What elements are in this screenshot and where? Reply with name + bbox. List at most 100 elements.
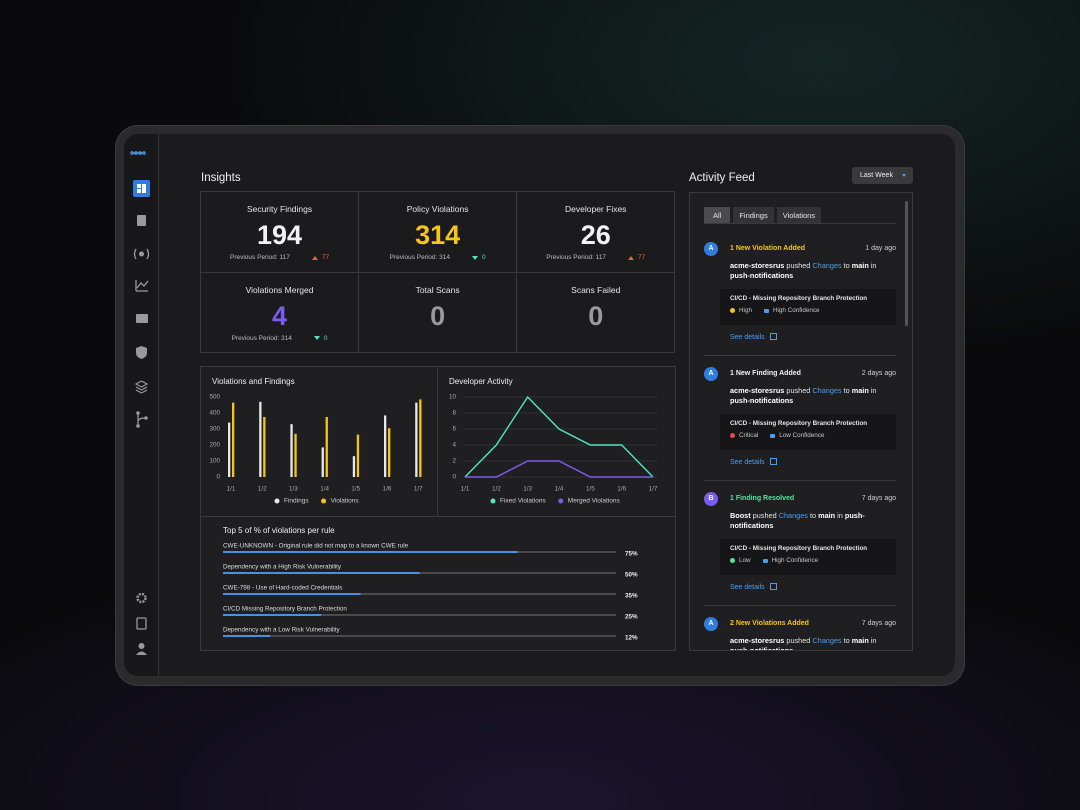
stat-change: 0 <box>313 335 328 342</box>
feed-item: B 1 Finding Resolved 7 days ago Boost pushe… <box>704 492 896 602</box>
period-dropdown[interactable]: Last Week <box>852 167 913 184</box>
stat-card: Policy Violations 314 Previous Period: 314… <box>359 192 518 273</box>
scrollbar[interactable] <box>905 201 908 326</box>
message-part: main <box>818 511 836 520</box>
message-part: push-notifications <box>730 270 794 280</box>
previous-period: Previous Period: 117 <box>546 254 607 261</box>
message-part: to <box>809 511 817 520</box>
stat-change: 77 <box>311 254 330 261</box>
nav-profile[interactable] <box>138 643 145 649</box>
nav-settings[interactable] <box>136 592 147 604</box>
change-value: 77 <box>321 254 330 261</box>
avatar: A <box>704 367 718 381</box>
stat-card: Developer Fixes 26 Previous Period: 117 77 <box>517 192 676 273</box>
item-title: 1 New Violation Added <box>730 245 806 252</box>
icon-part <box>136 651 147 655</box>
chart-panel <box>200 516 676 651</box>
message-part[interactable]: Changes <box>812 386 842 395</box>
message-part: in <box>870 636 877 645</box>
message-part: main <box>851 386 869 395</box>
icon-part <box>136 411 140 415</box>
item-time: 7 days ago <box>861 495 896 502</box>
feed-panel: All Findings Violations A 1 New Violation A… <box>689 192 913 651</box>
message-part: in <box>870 261 877 270</box>
item-time: 2 days ago <box>861 370 896 377</box>
item-title: 1 New Finding Added <box>730 370 801 377</box>
trend-arrow <box>313 336 320 340</box>
stat-previous: Previous Period: 314 0 <box>359 254 516 261</box>
external-icon <box>769 583 777 590</box>
rule-box: CI/CD - Missing Repository Branch Protec… <box>720 414 896 450</box>
tab[interactable]: All <box>704 207 731 224</box>
message-part[interactable]: Changes <box>812 261 842 270</box>
message-part: main <box>851 636 869 645</box>
stat-card: Total Scans 0 <box>359 272 518 353</box>
stat-label: Scans Failed <box>571 284 621 295</box>
avatar: B <box>704 492 718 506</box>
nav-reports[interactable] <box>137 215 146 226</box>
rule-box: CI/CD - Missing Repository Branch Protec… <box>720 539 896 575</box>
stat-label: Violations Merged <box>245 284 314 295</box>
divider <box>704 605 896 606</box>
stat-value: 26 <box>580 220 611 250</box>
dropdown-label: Last Week <box>860 172 893 179</box>
divider <box>704 480 896 481</box>
message-part: to <box>843 261 850 270</box>
icon-part <box>142 184 146 193</box>
confidence-icon <box>762 558 768 563</box>
sidebar-icons <box>130 151 150 655</box>
nav-docs[interactable] <box>136 617 147 630</box>
logo[interactable] <box>130 151 146 155</box>
severity-dot <box>730 308 735 313</box>
stat-previous: Previous Period: 117 77 <box>201 254 358 261</box>
nav-security[interactable] <box>136 346 147 359</box>
trend-arrow <box>311 255 318 260</box>
item-message: Boost pushed Changes to main in push-not… <box>730 511 890 530</box>
previous-period: Previous Period: 117 <box>230 254 290 261</box>
tab[interactable]: Findings <box>733 207 774 224</box>
nav-dashboard[interactable] <box>133 180 150 197</box>
message-part: to <box>843 636 850 645</box>
item-message: acme-storesrus pushed Changes to main in… <box>730 261 890 280</box>
nav-signals[interactable] <box>139 251 144 257</box>
message-part: to <box>843 386 850 395</box>
stat-label: Security Findings <box>246 204 313 214</box>
avatar: A <box>704 617 718 631</box>
nav-analytics[interactable] <box>135 280 149 292</box>
message-part: acme-storesrus <box>730 386 785 395</box>
feed-item: A 1 New Violation Added 1 day ago acme-stor… <box>704 242 896 352</box>
stat-value: 0 <box>430 300 446 331</box>
feed-item: A 2 New Violations Added 7 days ago acme-st… <box>704 617 896 650</box>
item-time: 1 day ago <box>865 245 896 252</box>
nav-folder[interactable] <box>136 314 148 323</box>
link-text: See details <box>730 584 765 591</box>
trend-arrow <box>472 255 478 260</box>
see-details[interactable]: See details <box>730 458 777 466</box>
change-value: 0 <box>482 254 486 261</box>
previous-period: Previous Period: 314 <box>389 254 450 261</box>
change-value: 77 <box>638 254 646 261</box>
message-part: in <box>837 511 843 520</box>
message-part: in <box>870 386 877 395</box>
rule-meta: Low High Confidence <box>730 557 886 564</box>
see-details[interactable]: See details <box>730 583 777 591</box>
icon-part <box>137 184 141 188</box>
tab[interactable]: Violations <box>776 207 822 224</box>
confidence: High Confidence <box>772 307 820 314</box>
message-part: acme-storesrus <box>730 261 785 270</box>
message-part[interactable]: Changes <box>812 636 842 645</box>
nav-layers[interactable] <box>134 380 149 394</box>
message-part[interactable]: Changes <box>778 511 808 520</box>
icon-part <box>133 248 150 260</box>
see-details[interactable]: See details <box>730 333 777 341</box>
message-part: push-notifications <box>730 511 865 530</box>
message-part: Boost <box>730 511 751 520</box>
message-part: pushed <box>786 386 811 395</box>
nav-branches[interactable] <box>137 413 146 426</box>
stat-card: Violations Merged 4 Previous Period: 314 0 <box>201 272 360 353</box>
icon-part <box>136 424 140 428</box>
stat-grid: Security Findings 194 Previous Period: 117… <box>200 191 676 353</box>
stat-label: Developer Fixes <box>565 204 627 214</box>
item-time: 7 days ago <box>861 620 896 627</box>
